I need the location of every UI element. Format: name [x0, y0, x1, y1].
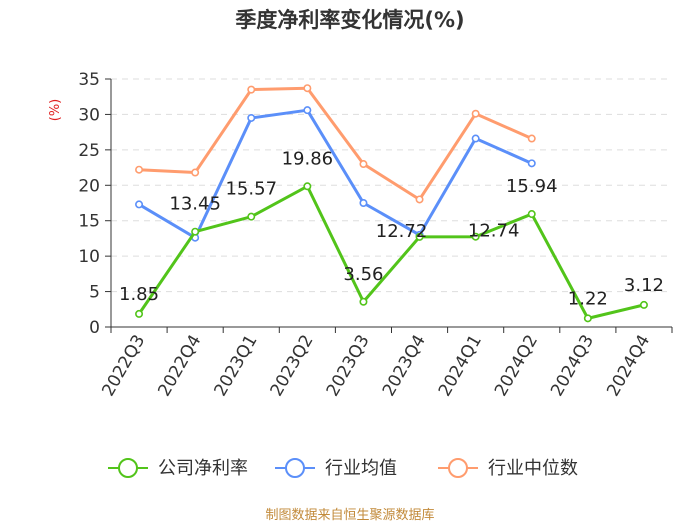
legend-item-公司净利率[interactable]: 公司净利率	[108, 458, 248, 479]
data-label-2024Q3: 1.22	[568, 288, 608, 309]
data-label-2023Q1: 15.57	[225, 179, 277, 200]
data-label-2022Q4: 13.45	[169, 194, 221, 215]
x-tick-label-2024Q1: 2024Q1	[435, 332, 486, 400]
y-tick-label-35: 35	[78, 70, 100, 90]
point-行业中位数-2024Q1	[471, 109, 480, 118]
y-axis-label: (%)	[48, 99, 63, 122]
data-label-2024Q4: 3.12	[624, 275, 664, 296]
legend-label: 行业均值	[325, 458, 397, 479]
point-行业均值-2023Q3	[359, 199, 368, 208]
source-note: 制图数据来自恒生聚源数据库	[265, 507, 434, 523]
y-tick-label-5: 5	[89, 283, 100, 303]
point-公司净利率-2022Q3	[135, 309, 144, 318]
point-公司净利率-2023Q2	[303, 182, 312, 191]
legend-label: 公司净利率	[158, 458, 248, 479]
x-tick-label-2022Q4: 2022Q4	[154, 332, 205, 400]
point-公司净利率-2024Q2	[527, 210, 536, 219]
point-行业均值-2024Q1	[471, 134, 480, 143]
point-公司净利率-2023Q3	[359, 297, 368, 306]
point-公司净利率-2024Q4	[639, 300, 648, 309]
y-tick-label-30: 30	[78, 105, 100, 125]
y-tick-label-0: 0	[89, 318, 100, 338]
x-tick-label-2024Q3: 2024Q3	[547, 332, 598, 400]
y-tick-label-10: 10	[78, 247, 100, 267]
x-tick-label-2024Q2: 2024Q2	[491, 332, 542, 400]
x-tick-label-2023Q1: 2023Q1	[211, 332, 262, 400]
point-行业中位数-2023Q1	[247, 85, 256, 94]
grid-lines	[111, 78, 672, 293]
point-行业均值-2022Q3	[135, 200, 144, 209]
y-tick-label-25: 25	[78, 141, 100, 161]
point-公司净利率-2023Q1	[247, 212, 256, 221]
point-行业中位数-2022Q4	[191, 168, 200, 177]
data-label-2023Q4: 12.72	[376, 221, 428, 242]
series-line-行业均值	[138, 108, 533, 240]
x-tick-label-2023Q3: 2023Q3	[323, 332, 374, 400]
point-行业均值-2024Q2	[527, 159, 536, 168]
point-行业中位数-2023Q2	[303, 84, 312, 93]
point-行业中位数-2022Q3	[135, 165, 144, 174]
point-公司净利率-2024Q3	[583, 314, 592, 323]
data-label-2024Q2: 15.94	[506, 176, 558, 197]
legend-label: 行业中位数	[488, 458, 578, 479]
point-行业中位数-2023Q3	[359, 160, 368, 169]
legend-item-行业均值[interactable]: 行业均值	[275, 458, 397, 479]
data-label-2024Q1: 12.74	[468, 221, 520, 242]
legend-swatch-marker	[285, 458, 305, 478]
chart-title: 季度净利率变化情况(%)	[235, 8, 464, 32]
legend-swatch-marker	[118, 458, 138, 478]
x-tick-label-2022Q3: 2022Q3	[98, 332, 149, 400]
x-tick-label-2023Q2: 2023Q2	[267, 332, 318, 400]
x-tick-label-2023Q4: 2023Q4	[379, 332, 430, 400]
series-line-公司净利率	[137, 184, 645, 320]
series-layer	[135, 84, 648, 323]
point-行业中位数-2024Q2	[527, 134, 536, 143]
data-label-2022Q3: 1.85	[119, 284, 159, 305]
point-公司净利率-2024Q1	[471, 232, 480, 241]
point-公司净利率-2023Q4	[415, 232, 424, 241]
y-tick-label-15: 15	[78, 212, 100, 232]
point-行业均值-2023Q2	[303, 106, 312, 115]
data-label-2023Q2: 19.86	[282, 148, 334, 169]
y-tick-label-20: 20	[78, 176, 100, 196]
legend-item-行业中位数[interactable]: 行业中位数	[438, 458, 578, 479]
point-公司净利率-2022Q4	[191, 227, 200, 236]
legend-swatch-marker	[448, 458, 468, 478]
point-行业中位数-2023Q4	[415, 195, 424, 204]
series-line-行业中位数	[138, 86, 533, 201]
data-label-2023Q3: 3.56	[343, 264, 383, 285]
point-行业均值-2023Q1	[247, 113, 256, 122]
x-tick-label-2024Q4: 2024Q4	[603, 332, 654, 400]
legend[interactable]: 公司净利率 行业均值 行业中位数	[108, 458, 578, 479]
